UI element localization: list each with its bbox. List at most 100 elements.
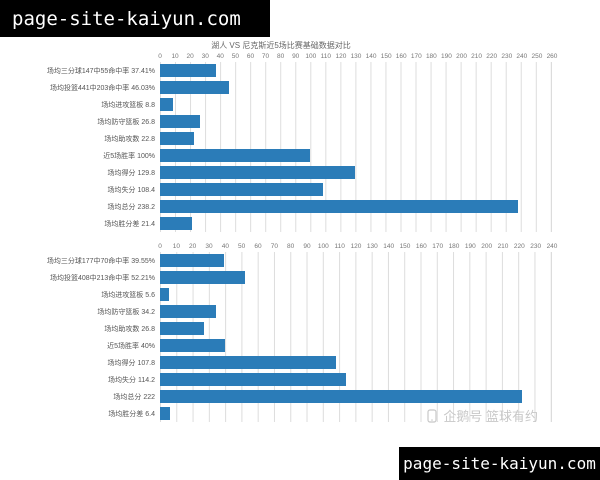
category-label: 场均得分 107.8	[107, 359, 155, 367]
watermark-text: 企鹅号 篮球有约	[443, 409, 538, 424]
top-site-banner: page-site-kaiyun.com	[0, 0, 270, 37]
category-label: 场均投篮441中203命中率 46.03%	[49, 84, 155, 92]
bar	[160, 407, 171, 420]
bar-track	[160, 215, 551, 232]
x-tick-label: 20	[189, 243, 197, 250]
x-tick-label: 40	[216, 53, 224, 60]
x-tick-label: 200	[456, 53, 467, 60]
bar	[160, 322, 204, 335]
chart-title: 湖人 VS 尼克斯近5场比赛基础数据对比	[211, 41, 351, 50]
x-tick-label: 200	[481, 243, 493, 250]
bar	[160, 132, 195, 145]
x-tick-label: 220	[486, 53, 498, 60]
chart-team-a: 0 10 20 30 40 50 60 70 80 90 100 110 120 130 140 150 160…	[10, 52, 557, 232]
category-label: 场均胜分差 21.4	[104, 220, 155, 228]
x-tick-label: 190	[441, 53, 452, 60]
bar-track	[160, 147, 551, 164]
x-tick-label: 230	[501, 53, 513, 60]
bar	[160, 200, 519, 213]
bar-track	[160, 303, 551, 320]
chart-body: 场均三分球147中55命中率 37.41% 场均投篮441中203命中率 46.0…	[10, 62, 552, 232]
x-tick-label: 20	[186, 53, 194, 60]
watermark: 企鹅号 篮球有约	[426, 406, 538, 425]
bar	[160, 390, 522, 403]
bar-track	[160, 286, 551, 303]
bar	[160, 271, 246, 284]
x-tick-label: 110	[334, 243, 345, 250]
category-label: 近5场胜率 100%	[103, 152, 155, 160]
bar-track	[160, 164, 551, 181]
x-tick-label: 240	[516, 53, 528, 60]
category-label: 场均助攻数 22.8	[104, 135, 155, 143]
bar-track	[160, 405, 551, 422]
bar	[160, 305, 216, 318]
x-tick-label: 170	[432, 243, 444, 250]
x-tick-label: 100	[317, 243, 329, 250]
x-tick-label: 140	[365, 53, 377, 60]
bar-track	[160, 388, 551, 405]
x-tick-label: 10	[171, 53, 179, 60]
category-label: 场均进攻篮板 8.8	[101, 101, 155, 109]
category-label: 近5场胜率 40%	[107, 342, 155, 350]
category-label: 场均防守篮板 26.8	[97, 118, 155, 126]
category-label: 场均助攻数 26.8	[104, 325, 155, 333]
x-tick-label: 50	[238, 243, 246, 250]
category-label: 场均投篮408中213命中率 52.21%	[49, 274, 155, 282]
x-tick-label: 90	[303, 243, 311, 250]
x-tick-label: 0	[158, 243, 162, 250]
category-label: 场均得分 129.8	[107, 169, 155, 177]
category-labels: 场均三分球147中55命中率 37.41% 场均投篮441中203命中率 46.0…	[10, 62, 160, 232]
x-tick-label: 120	[350, 243, 362, 250]
bar	[160, 149, 311, 162]
x-tick-label: 30	[201, 53, 209, 60]
bar-track	[160, 371, 551, 388]
x-tick-label: 100	[305, 53, 317, 60]
category-label: 场均防守篮板 34.2	[97, 308, 155, 316]
x-tick-label: 70	[270, 243, 278, 250]
bar-track	[160, 337, 551, 354]
bar	[160, 356, 336, 369]
x-tick-label: 70	[261, 53, 270, 60]
x-tick-label: 240	[546, 243, 558, 250]
x-tick-label: 220	[513, 243, 525, 250]
bar	[160, 254, 225, 267]
x-tick-label: 190	[464, 243, 476, 250]
bar-track	[160, 354, 551, 371]
bar-track	[160, 113, 551, 130]
x-tick-label: 260	[546, 53, 558, 60]
x-tick-label: 250	[531, 53, 543, 60]
x-tick-label: 230	[530, 243, 542, 250]
top-site-banner-text: page-site-kaiyun.com	[12, 7, 241, 30]
x-tick-label: 150	[380, 53, 392, 60]
bottom-site-banner: page-site-kaiyun.com	[399, 447, 600, 480]
category-label: 场均三分球177中70命中率 39.55%	[46, 257, 155, 265]
category-label: 场均胜分差 6.4	[108, 410, 155, 418]
penguin-account-icon	[426, 408, 438, 423]
x-tick-label: 140	[383, 243, 395, 250]
bar-track	[160, 130, 551, 147]
bar-track	[160, 96, 551, 113]
x-tick-label: 170	[410, 53, 422, 60]
x-tick-label: 120	[335, 53, 347, 60]
x-tick-label: 180	[448, 243, 460, 250]
category-label: 场均进攻篮板 5.6	[101, 291, 155, 299]
x-tick-label: 130	[350, 53, 362, 60]
category-label: 场均总分 238.2	[107, 203, 155, 211]
bottom-site-banner-text: page-site-kaiyun.com	[403, 454, 596, 473]
x-tick-label: 150	[399, 243, 411, 250]
chart-team-b: 0 10 20 30 40 50 60 70 80 90 100 110 120 130 140 150 160…	[10, 242, 557, 422]
category-labels: 场均三分球177中70命中率 39.55% 场均投篮408中213命中率 52.2…	[10, 252, 160, 422]
chart-body: 场均三分球177中70命中率 39.55% 场均投篮408中213命中率 52.2…	[10, 252, 552, 422]
x-tick-label: 160	[415, 243, 427, 250]
bar	[160, 166, 356, 179]
category-label: 场均失分 114.2	[108, 376, 155, 384]
x-tick-label: 60	[254, 243, 262, 250]
x-tick-label: 130	[366, 243, 378, 250]
bar	[160, 217, 193, 230]
plot-area	[160, 62, 552, 232]
x-tick-label: 50	[231, 53, 239, 60]
category-label: 场均三分球147中55命中率 37.41%	[46, 67, 155, 75]
bar-track	[160, 252, 551, 269]
x-tick-label: 80	[287, 243, 295, 250]
plot-area	[160, 252, 552, 422]
